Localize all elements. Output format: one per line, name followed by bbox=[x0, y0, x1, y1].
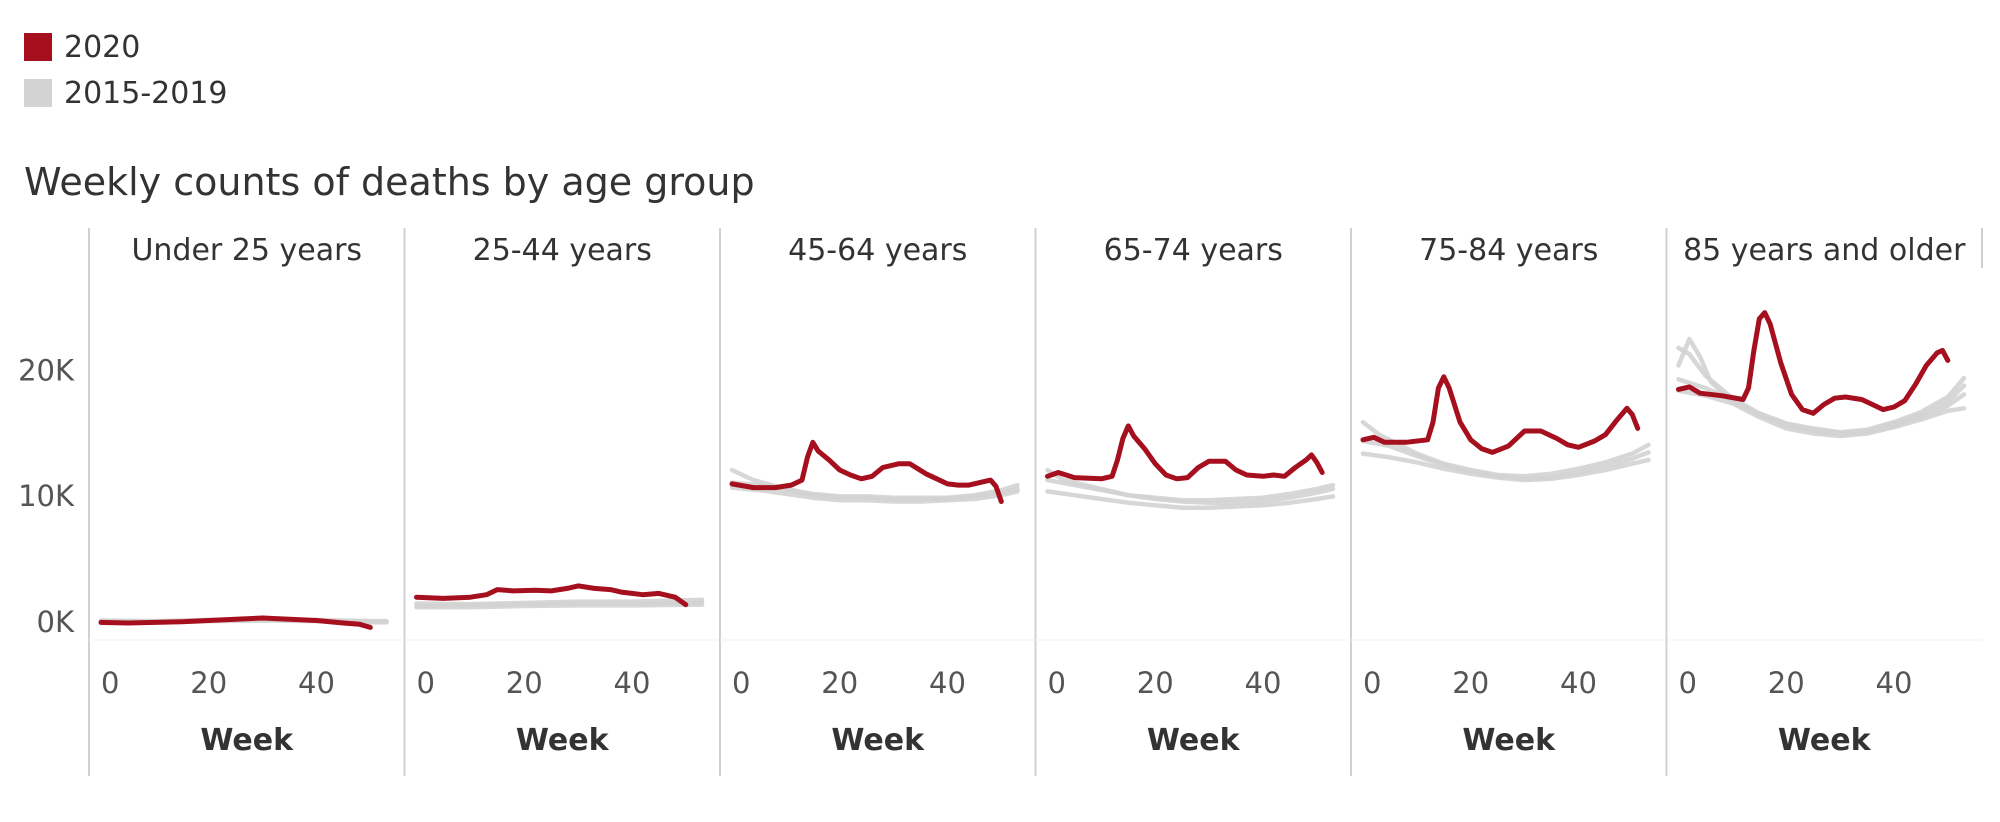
panel-label: 75-84 years bbox=[1419, 233, 1598, 268]
x-tick-label: 20 bbox=[506, 666, 543, 700]
x-axis-title: Week bbox=[1147, 723, 1241, 758]
panel-label: 25-44 years bbox=[473, 233, 652, 268]
series-line-2020 bbox=[1360, 374, 1641, 455]
panel-label: 65-74 years bbox=[1104, 233, 1283, 268]
x-axis-title: Week bbox=[200, 723, 294, 758]
x-tick-label: 40 bbox=[929, 666, 966, 700]
y-tick-label: 20K bbox=[18, 353, 75, 387]
x-axis-title: Week bbox=[1462, 723, 1556, 758]
legend-item-baseline: 2015-2019 bbox=[24, 70, 228, 116]
chart-title: Weekly counts of deaths by age group bbox=[24, 160, 755, 204]
x-tick-label: 20 bbox=[821, 666, 858, 700]
x-axis-title: Week bbox=[516, 723, 610, 758]
legend-label-baseline: 2015-2019 bbox=[64, 75, 228, 111]
x-tick-label: 0 bbox=[732, 666, 750, 700]
x-axis-title: Week bbox=[831, 723, 925, 758]
series-line-2015-2019 bbox=[1676, 345, 1967, 435]
series-line-2020 bbox=[729, 439, 1004, 504]
y-tick-label: 0K bbox=[37, 605, 75, 639]
series-line-2015-2019 bbox=[414, 602, 705, 610]
x-tick-label: 20 bbox=[1137, 666, 1174, 700]
panel-label: 85 years and older bbox=[1683, 233, 1966, 268]
series-line-2020 bbox=[1676, 310, 1951, 416]
y-tick-label: 10K bbox=[18, 479, 75, 513]
series-line-2015-2019 bbox=[1045, 477, 1336, 505]
panel-label: 45-64 years bbox=[788, 233, 967, 268]
x-tick-label: 0 bbox=[1679, 666, 1697, 700]
x-tick-label: 20 bbox=[1768, 666, 1805, 700]
series-line-2015-2019 bbox=[1360, 438, 1651, 482]
legend-swatch-baseline bbox=[24, 79, 52, 107]
x-axis-title: Week bbox=[1778, 723, 1872, 758]
x-tick-label: 0 bbox=[101, 666, 119, 700]
x-tick-label: 40 bbox=[298, 666, 335, 700]
legend-swatch-2020 bbox=[24, 33, 52, 61]
series-line-2015-2019 bbox=[414, 597, 705, 607]
x-tick-label: 40 bbox=[1560, 666, 1597, 700]
x-tick-label: 0 bbox=[1048, 666, 1066, 700]
series-line-2020 bbox=[1045, 423, 1325, 482]
legend-label-2020: 2020 bbox=[64, 29, 141, 65]
x-tick-label: 40 bbox=[1245, 666, 1282, 700]
legend-item-2020: 2020 bbox=[24, 24, 228, 70]
series-line-2015-2019 bbox=[729, 485, 1020, 504]
series-line-2015-2019 bbox=[1045, 489, 1336, 511]
x-tick-label: 20 bbox=[190, 666, 227, 700]
panel-label: Under 25 years bbox=[131, 233, 362, 268]
series-line-2020 bbox=[414, 583, 689, 608]
legend: 2020 2015-2019 bbox=[24, 24, 228, 116]
x-tick-label: 0 bbox=[1363, 666, 1381, 700]
x-tick-label: 20 bbox=[1452, 666, 1489, 700]
x-tick-label: 40 bbox=[1876, 666, 1913, 700]
x-tick-label: 40 bbox=[614, 666, 651, 700]
x-tick-label: 0 bbox=[417, 666, 435, 700]
series-line-2020 bbox=[98, 615, 373, 630]
